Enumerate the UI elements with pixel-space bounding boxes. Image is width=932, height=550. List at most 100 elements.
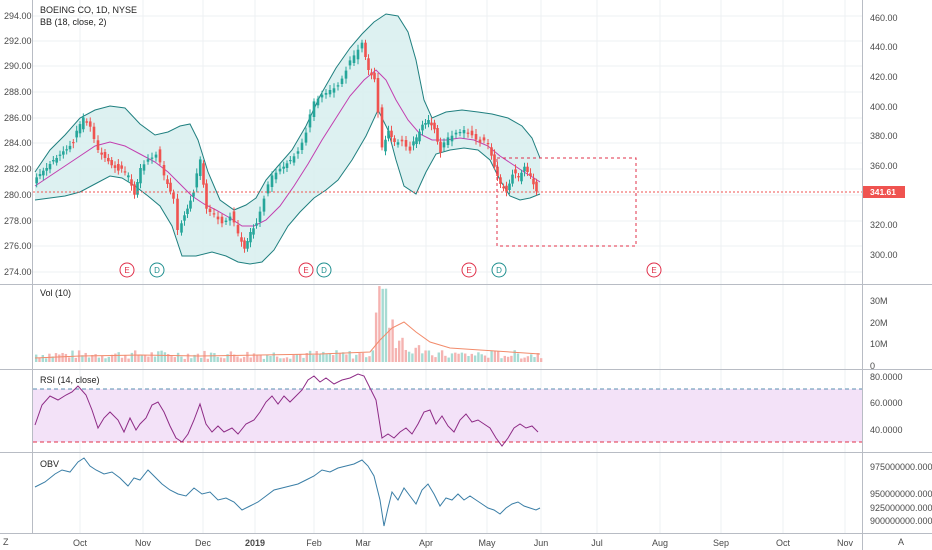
candle-body — [189, 200, 192, 209]
volume-bar — [388, 327, 391, 362]
volume-bar — [87, 357, 91, 362]
candle-body — [408, 146, 412, 151]
svg-text:D: D — [496, 266, 502, 275]
volume-bar — [167, 354, 170, 362]
volume-axis-tick: 0 — [870, 361, 875, 371]
volume-bar — [530, 354, 533, 362]
volume-bar — [140, 355, 143, 362]
volume-bar — [38, 357, 41, 362]
rsi-pane[interactable] — [33, 373, 862, 447]
candle-body — [352, 55, 356, 63]
time-axis[interactable]: Oct Nov Dec 2019 Feb Mar Apr May Jun Jul Aug Sep Oct… — [73, 538, 854, 548]
candle-body — [65, 149, 68, 151]
obv-pane[interactable] — [34, 457, 541, 527]
candle-body — [142, 164, 146, 171]
time-axis-tick: Aug — [652, 538, 668, 548]
bb-indicator-label[interactable]: BB (18, close, 2) — [40, 17, 107, 27]
volume-bar — [384, 288, 388, 362]
candle-body — [511, 174, 514, 184]
earnings-marker[interactable]: E — [461, 262, 477, 278]
dividend-marker[interactable]: D — [149, 262, 165, 278]
right-price-axis[interactable]: 460.00 440.00 420.00 400.00 380.00 360.00 320.… — [870, 13, 898, 260]
volume-bar — [272, 352, 275, 362]
volume-bar — [170, 356, 173, 362]
candle-body — [103, 152, 107, 158]
symbol-title[interactable]: BOEING CO, 1D, NYSE — [40, 5, 137, 15]
auto-scale-left-button[interactable]: Z — [3, 537, 9, 547]
candle-body — [384, 139, 387, 152]
volume-bar — [101, 355, 104, 362]
volume-bar — [457, 353, 460, 362]
candle-body — [72, 142, 75, 144]
candle-body — [418, 131, 421, 142]
volume-bar — [328, 353, 332, 362]
volume-bar — [114, 353, 117, 362]
candle-body — [523, 166, 526, 172]
volume-label[interactable]: Vol (10) — [40, 288, 71, 298]
earnings-marker[interactable]: E — [119, 262, 135, 278]
volume-bar — [365, 357, 368, 362]
volume-bar — [308, 350, 312, 362]
volume-bar — [374, 312, 378, 362]
volume-bar — [305, 353, 308, 362]
volume-bar — [315, 351, 318, 362]
volume-bar — [411, 353, 414, 362]
auto-scale-right-button[interactable]: A — [898, 537, 904, 547]
time-axis-tick: 2019 — [245, 538, 265, 548]
bollinger-basis-line — [34, 69, 541, 227]
candle-body — [390, 130, 393, 137]
candle-body — [532, 178, 535, 185]
volume-bar — [157, 351, 160, 362]
candle-body — [442, 142, 446, 148]
earnings-marker[interactable]: E — [298, 262, 314, 278]
volume-bar — [64, 353, 68, 362]
left-axis-tick: 274.00 — [4, 267, 32, 277]
candle-body — [493, 154, 496, 167]
candle-body — [240, 237, 243, 242]
volume-pane[interactable] — [34, 286, 543, 362]
candle-body — [415, 137, 418, 144]
candle-body — [396, 142, 400, 145]
candle-body — [249, 232, 252, 243]
dividend-marker[interactable]: D — [316, 262, 332, 278]
volume-bar — [404, 349, 407, 362]
volume-bar — [203, 350, 206, 362]
volume-bar — [345, 354, 348, 362]
left-price-axis[interactable]: 294.00 292.00 290.00 288.00 286.00 284.00 282.… — [4, 11, 32, 277]
dividend-marker[interactable]: D — [491, 262, 507, 278]
forecast-box[interactable] — [496, 157, 637, 247]
volume-bar — [246, 351, 249, 362]
volume-axis-tick: 20M — [870, 318, 888, 328]
candle-body — [127, 175, 130, 178]
candle-body — [320, 94, 324, 98]
obv-label[interactable]: OBV — [40, 459, 59, 469]
candle-body — [412, 141, 415, 146]
candle-body — [400, 139, 404, 142]
volume-bar — [460, 352, 464, 362]
rsi-label[interactable]: RSI (14, close) — [40, 375, 100, 385]
volume-bar — [424, 350, 427, 362]
candle-body — [228, 216, 232, 221]
candle-body — [136, 182, 139, 195]
volume-bar — [137, 355, 140, 362]
volume-bar — [351, 358, 355, 362]
candle-body — [324, 93, 328, 95]
time-axis-tick: Oct — [776, 538, 791, 548]
volume-bar — [223, 358, 226, 362]
candle-body — [364, 42, 367, 57]
volume-bar — [500, 358, 503, 362]
right-axis-tick: 420.00 — [870, 72, 898, 82]
earnings-marker[interactable]: E — [646, 262, 662, 278]
candle-body — [300, 142, 304, 150]
volume-bar — [176, 352, 180, 362]
time-axis-tick: Jun — [534, 538, 549, 548]
candle-body — [186, 208, 189, 214]
obv-axis-tick: 900000000.0000 — [870, 516, 932, 526]
rsi-axis-tick: 60.0000 — [870, 398, 903, 408]
candle-body — [393, 138, 396, 142]
left-axis-tick: 282.00 — [4, 164, 32, 174]
time-axis-tick: Mar — [355, 538, 371, 548]
volume-bar — [299, 354, 302, 362]
